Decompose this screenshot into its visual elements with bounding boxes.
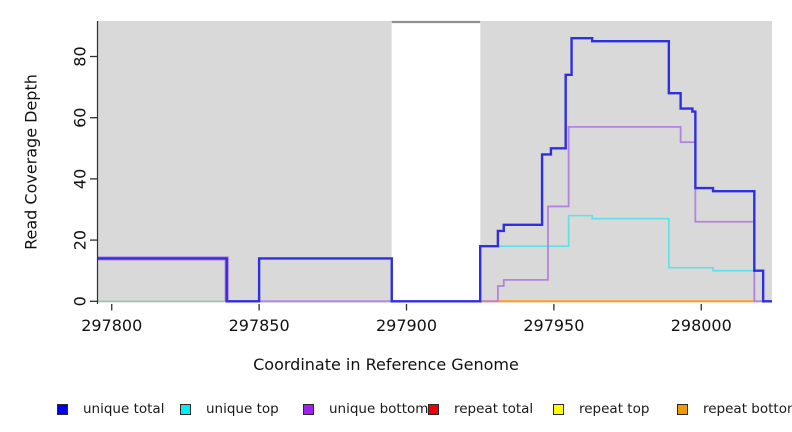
y-tick-label: 20 bbox=[71, 230, 90, 250]
x-tick-label: 297950 bbox=[523, 316, 584, 335]
x-tick-label: 298000 bbox=[671, 316, 732, 335]
series-line-unique-bottom bbox=[226, 125, 772, 303]
x-tick-label: 297900 bbox=[376, 316, 437, 335]
unique-region-right bbox=[480, 21, 772, 303]
y-tick-label: 0 bbox=[71, 296, 90, 306]
x-axis-title: Coordinate in Reference Genome bbox=[253, 355, 519, 374]
y-tick-label: 40 bbox=[71, 169, 90, 189]
y-tick-label: 60 bbox=[71, 108, 90, 128]
y-tick-label: 80 bbox=[71, 46, 90, 66]
x-tick-label: 297850 bbox=[229, 316, 290, 335]
y-axis-title: Read Coverage Depth bbox=[21, 74, 41, 250]
unique-region-left bbox=[97, 21, 392, 303]
series-line-unique-total bbox=[97, 36, 772, 303]
x-tick-label: 297800 bbox=[81, 316, 142, 335]
masked-repeat-region bbox=[391, 21, 481, 303]
